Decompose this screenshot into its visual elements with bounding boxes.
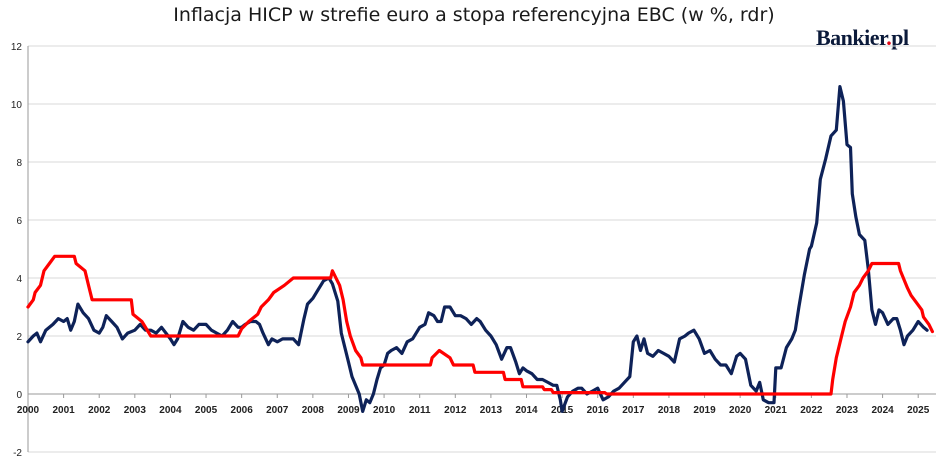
x-tick-label: 2019	[693, 405, 716, 416]
y-tick-label: 10	[11, 100, 23, 111]
x-tick-label: 2023	[836, 405, 859, 416]
y-tick-label: 8	[16, 158, 22, 169]
x-tick-label: 2002	[88, 405, 111, 416]
x-tick-label: 2006	[231, 405, 254, 416]
y-tick-label: 6	[16, 216, 22, 227]
x-axis: 2000 2001 2002 2003 2004 2005 2006 2007 2008 2009…	[17, 394, 930, 416]
x-tick-label: 2014	[515, 405, 538, 416]
y-tick-label: 12	[11, 42, 23, 53]
x-tick-label: 2021	[765, 405, 788, 416]
x-tick-label: 2016	[587, 405, 610, 416]
x-tick-label: 2012	[444, 405, 467, 416]
chart-title: Inflacja HICP w strefie euro a stopa ref…	[173, 4, 775, 26]
y-tick-label: 0	[16, 390, 22, 401]
x-tick-label: 2013	[480, 405, 503, 416]
x-tick-label: 2010	[373, 405, 396, 416]
gridlines	[28, 45, 936, 453]
y-tick-label: 4	[16, 274, 22, 285]
x-tick-label: 2009	[337, 405, 360, 416]
series-lines	[26, 85, 934, 413]
series-line-ecb	[26, 254, 934, 396]
x-tick-label: 2022	[800, 405, 823, 416]
x-tick-label: 2020	[729, 405, 752, 416]
y-tick-label: -2	[13, 448, 22, 459]
x-tick-label: 2001	[52, 405, 75, 416]
x-tick-label: 2000	[17, 405, 40, 416]
x-tick-label: 2024	[871, 405, 894, 416]
x-tick-label: 2003	[124, 405, 147, 416]
x-tick-label: 2011	[409, 405, 431, 416]
x-tick-label: 2007	[266, 405, 289, 416]
x-tick-label: 2018	[658, 405, 681, 416]
x-tick-label: 2004	[159, 405, 182, 416]
y-axis: -2 0 2 4 6 8 10 12	[11, 42, 29, 459]
x-tick-label: 2008	[302, 405, 325, 416]
x-tick-label: 2017	[622, 405, 645, 416]
y-tick-label: 2	[16, 332, 22, 343]
x-tick-label: 2025	[907, 405, 930, 416]
series-line-hicp	[26, 85, 929, 413]
x-tick-label: 2005	[195, 405, 218, 416]
